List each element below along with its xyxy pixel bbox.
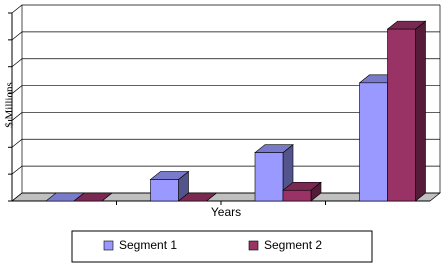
grid-line [11, 165, 440, 175]
legend [71, 230, 373, 263]
grid-line [11, 85, 440, 94]
bar [150, 179, 179, 202]
bar [359, 82, 388, 202]
bar-side [415, 20, 426, 202]
bar-top [177, 192, 218, 202]
grid-line [11, 31, 440, 41]
grid-line [11, 112, 440, 121]
y-axis-title: $ Millions [4, 82, 16, 128]
bar [387, 28, 416, 202]
legend-label: Segment 1 [119, 238, 177, 252]
grid-line [11, 4, 440, 14]
grid-line [11, 58, 440, 67]
legend-label: Segment 2 [264, 238, 322, 252]
x-axis-title: Years [211, 205, 241, 219]
legend-swatch [248, 240, 259, 251]
legend-swatch [103, 240, 114, 251]
grid-line [11, 138, 440, 148]
bar [282, 189, 312, 202]
bar [254, 152, 284, 202]
bar-top [73, 192, 113, 202]
